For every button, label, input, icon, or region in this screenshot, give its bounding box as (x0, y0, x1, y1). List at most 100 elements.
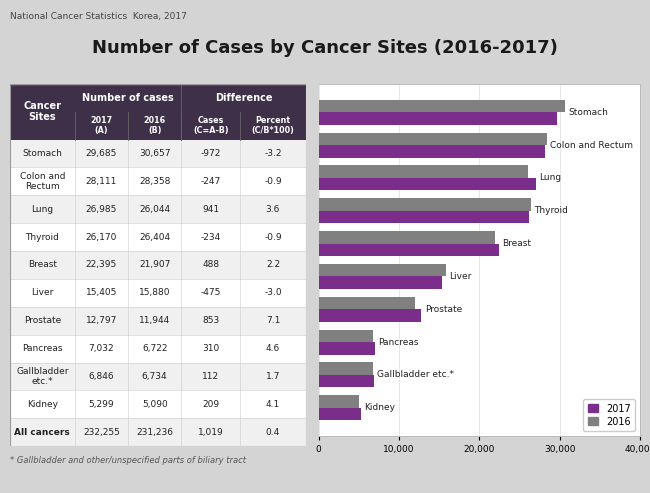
Bar (318, 395, 359, 408)
Bar (10, 390, 306, 418)
Text: All cancers: All cancers (14, 428, 70, 437)
Text: Colon and Rectum: Colon and Rectum (550, 141, 633, 150)
Text: 7.1: 7.1 (266, 316, 280, 325)
Text: 6,722: 6,722 (142, 344, 168, 353)
Text: Number of cases: Number of cases (82, 93, 174, 103)
Bar (10, 418, 306, 446)
Bar (10, 279, 306, 307)
Text: Thyroid: Thyroid (25, 233, 59, 242)
Bar (318, 112, 557, 125)
Text: Prostate: Prostate (424, 305, 462, 314)
Bar (10, 168, 306, 195)
Bar (318, 244, 499, 256)
Text: 26,044: 26,044 (139, 205, 170, 214)
Bar (10, 84, 306, 140)
Text: 2016
(B): 2016 (B) (144, 116, 166, 135)
Text: 488: 488 (202, 260, 220, 270)
Text: Colon and
Rectum: Colon and Rectum (20, 172, 65, 191)
Text: Number of Cases by Cancer Sites (2016-2017): Number of Cases by Cancer Sites (2016-20… (92, 39, 558, 58)
Text: 1.7: 1.7 (266, 372, 280, 381)
Text: -247: -247 (201, 177, 221, 186)
Text: -475: -475 (201, 288, 221, 297)
Text: 11,944: 11,944 (139, 316, 170, 325)
Text: 21,907: 21,907 (139, 260, 170, 270)
Bar (318, 133, 547, 145)
Text: Pancreas: Pancreas (378, 338, 419, 347)
Text: 15,880: 15,880 (139, 288, 170, 297)
Text: 28,358: 28,358 (139, 177, 170, 186)
Text: -3.2: -3.2 (264, 149, 281, 158)
Text: 6,734: 6,734 (142, 372, 168, 381)
Text: 4.1: 4.1 (266, 400, 280, 409)
Text: Stomach: Stomach (568, 108, 608, 117)
Text: * Gallbladder and other/unspecified parts of biliary tract: * Gallbladder and other/unspecified part… (10, 456, 246, 465)
Text: 26,404: 26,404 (139, 233, 170, 242)
Bar (318, 342, 375, 354)
Text: Breast: Breast (502, 239, 531, 248)
Text: 2017
(A): 2017 (A) (90, 116, 112, 135)
Text: 3.6: 3.6 (266, 205, 280, 214)
Text: National Cancer Statistics  Korea, 2017: National Cancer Statistics Korea, 2017 (10, 12, 187, 21)
Text: 0.4: 0.4 (266, 428, 280, 437)
Bar (318, 277, 443, 289)
Text: 30,657: 30,657 (139, 149, 170, 158)
Bar (318, 408, 361, 420)
Text: Prostate: Prostate (23, 316, 61, 325)
Text: -0.9: -0.9 (264, 233, 282, 242)
Text: 22,395: 22,395 (86, 260, 117, 270)
Text: Difference: Difference (214, 93, 272, 103)
Text: 15,405: 15,405 (86, 288, 117, 297)
Bar (318, 145, 545, 158)
Text: Percent
(C/B*100): Percent (C/B*100) (252, 116, 294, 135)
Text: Breast: Breast (28, 260, 57, 270)
Text: 26,985: 26,985 (86, 205, 117, 214)
Text: 26,170: 26,170 (86, 233, 117, 242)
Bar (10, 251, 306, 279)
Bar (318, 297, 415, 309)
Bar (318, 362, 372, 375)
Bar (10, 223, 306, 251)
Text: -3.0: -3.0 (264, 288, 282, 297)
Text: 29,685: 29,685 (86, 149, 117, 158)
Bar (318, 198, 531, 211)
Bar (318, 375, 374, 387)
Text: 1,019: 1,019 (198, 428, 224, 437)
Text: 853: 853 (202, 316, 220, 325)
Bar (318, 211, 529, 223)
Text: 28,111: 28,111 (86, 177, 117, 186)
Text: 2.2: 2.2 (266, 260, 280, 270)
Bar (10, 140, 306, 168)
Text: 6,846: 6,846 (88, 372, 114, 381)
Text: Stomach: Stomach (22, 149, 62, 158)
Text: -972: -972 (201, 149, 221, 158)
Text: 5,299: 5,299 (88, 400, 114, 409)
Text: Kidney: Kidney (365, 403, 395, 412)
Text: Kidney: Kidney (27, 400, 58, 409)
Bar (318, 264, 447, 277)
Text: Pancreas: Pancreas (22, 344, 62, 353)
Text: Gallbladder etc.*: Gallbladder etc.* (377, 370, 454, 380)
Text: 12,797: 12,797 (86, 316, 117, 325)
Text: Lung: Lung (539, 174, 561, 182)
Text: Cancer
Sites: Cancer Sites (23, 101, 61, 122)
Text: Liver: Liver (449, 272, 472, 281)
Bar (10, 335, 306, 362)
Bar (10, 195, 306, 223)
Text: 310: 310 (202, 344, 220, 353)
Bar (10, 362, 306, 390)
Text: -0.9: -0.9 (264, 177, 282, 186)
Text: -234: -234 (201, 233, 221, 242)
Bar (318, 231, 495, 244)
Text: 7,032: 7,032 (88, 344, 114, 353)
Bar (10, 307, 306, 335)
Bar (318, 309, 421, 322)
Text: Lung: Lung (31, 205, 53, 214)
Text: 941: 941 (202, 205, 220, 214)
Text: 231,236: 231,236 (136, 428, 173, 437)
Text: 209: 209 (202, 400, 220, 409)
Text: Thyroid: Thyroid (534, 206, 568, 215)
Text: Liver: Liver (31, 288, 53, 297)
Bar (318, 100, 565, 112)
Bar (318, 178, 536, 190)
Legend: 2017, 2016: 2017, 2016 (584, 399, 636, 431)
